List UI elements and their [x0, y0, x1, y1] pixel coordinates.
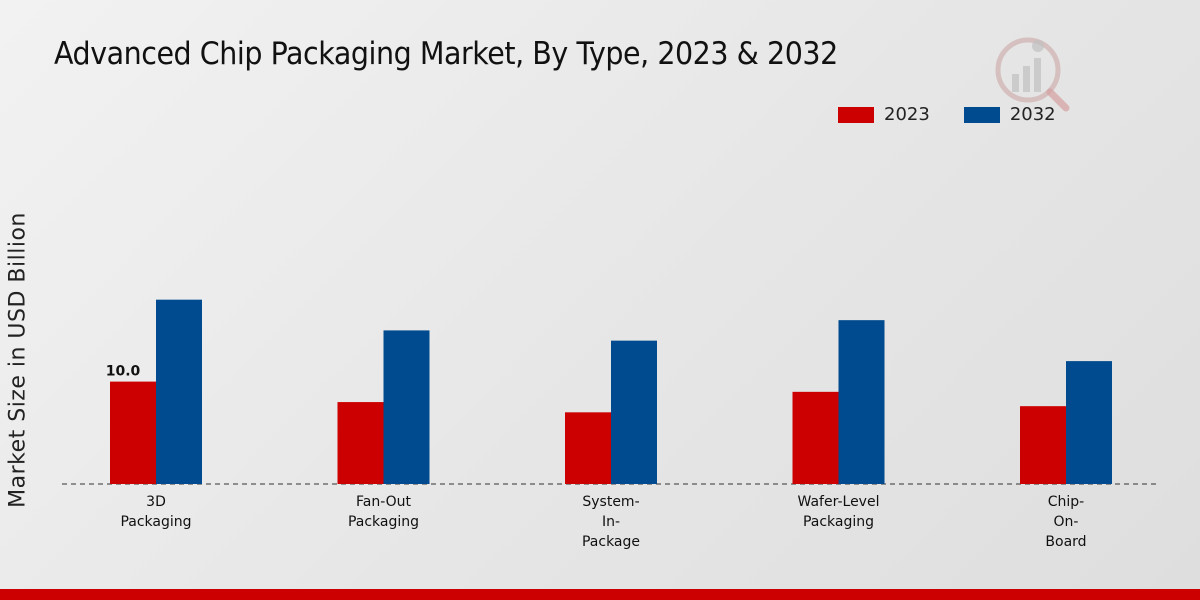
- bar-2023-wafer-level-packaging: [792, 391, 839, 484]
- legend-swatch-2032: [963, 106, 1000, 123]
- bar-2032-fan-out-packaging: [383, 330, 430, 484]
- x-tick-label: Fan-Out: [356, 494, 412, 510]
- legend-item-2023: 2023: [838, 104, 930, 125]
- legend-swatch-2023: [838, 106, 874, 123]
- x-tick-label: Package: [582, 534, 640, 550]
- bar-2032-3d-packaging: [156, 299, 202, 484]
- x-tick-label: Packaging: [803, 514, 874, 530]
- legend-label-2032: 2032: [1009, 104, 1056, 125]
- chart-title: Advanced Chip Packaging Market, By Type,…: [54, 36, 838, 72]
- x-tick-label: Packaging: [348, 514, 419, 530]
- bar-2023-system-in-package: [565, 412, 611, 484]
- x-tick-label: Packaging: [120, 514, 191, 530]
- bar-2023-fan-out-packaging: [337, 402, 384, 484]
- bar-2023-3d-packaging: [110, 381, 156, 484]
- bar-2032-system-in-package: [611, 340, 657, 484]
- x-tick-label: Chip-: [1048, 494, 1084, 510]
- bar-2032-chip-on-board: [1066, 361, 1112, 484]
- legend-item-2032: 2032: [963, 104, 1056, 125]
- bar-2032-wafer-level-packaging: [838, 320, 885, 484]
- x-tick-label: On-: [1054, 514, 1079, 530]
- x-tick-label: 3D: [146, 494, 166, 510]
- legend-label-2023: 2023: [884, 104, 930, 125]
- x-tick-label: Wafer-Level: [798, 494, 880, 510]
- footer-bar: [0, 589, 1200, 600]
- data-label: 10.0: [106, 364, 141, 380]
- chart-legend: 2023 2032: [838, 104, 1090, 125]
- bar-2023-chip-on-board: [1020, 406, 1066, 484]
- brand-logo-icon: [995, 37, 1070, 112]
- x-tick-label: In-: [602, 514, 620, 530]
- x-tick-label: Board: [1045, 534, 1086, 550]
- x-tick-label: System-: [582, 494, 639, 510]
